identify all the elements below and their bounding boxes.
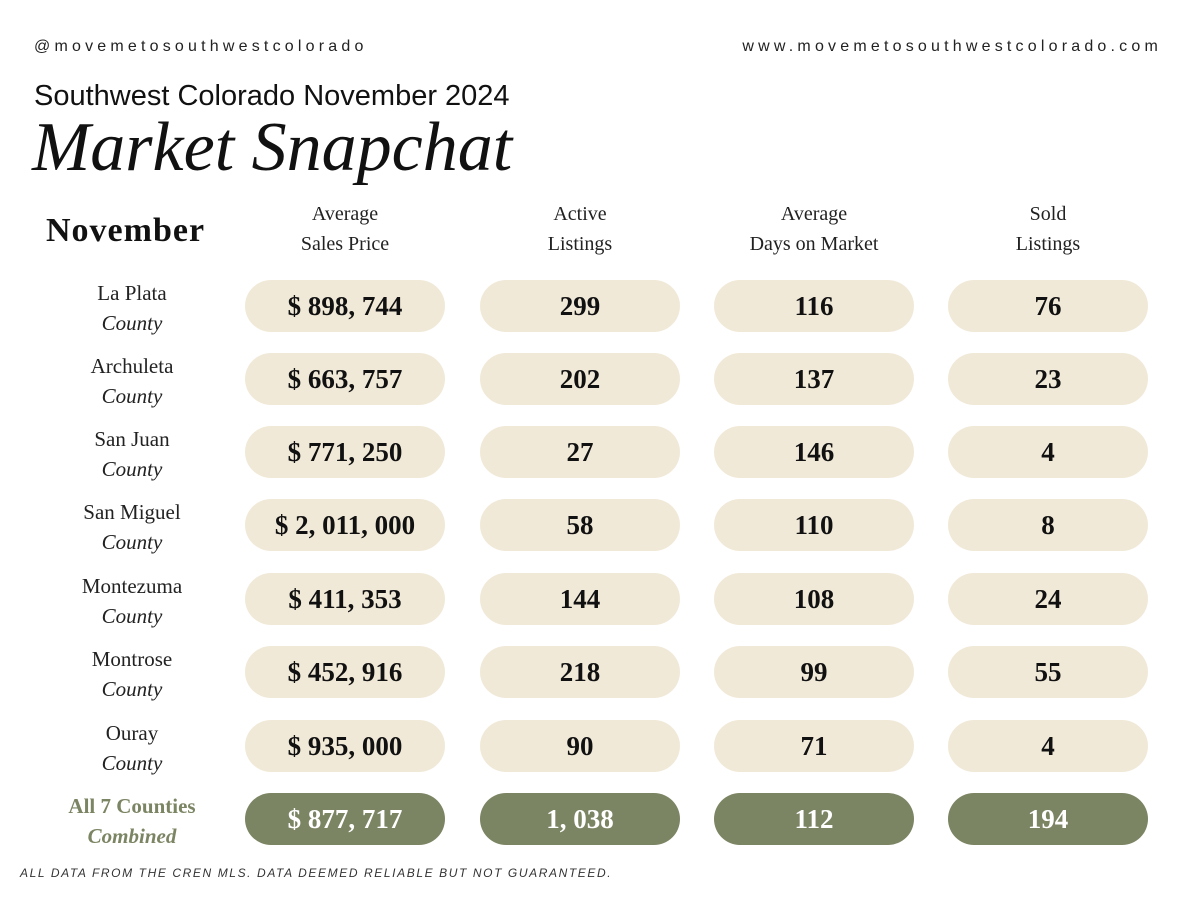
avg-price-value: $ 663, 757 [245,353,445,405]
avg-days-value: 137 [714,353,914,405]
active-listings-value: 58 [480,499,680,551]
active-listings-value: 202 [480,353,680,405]
total-sold-listings-value: 194 [948,793,1148,845]
active-listings-value: 144 [480,573,680,625]
column-header-avg-days: Average Days on Market [714,199,914,259]
county-name: Montrose [91,647,173,671]
sold-listings-value: 24 [948,573,1148,625]
county-suffix: County [101,530,163,554]
county-suffix: County [101,384,163,408]
county-name: Archuleta [90,354,174,378]
table-row: La Plata County $ 898, 744 299 116 76 [0,280,1200,335]
total-active-listings-value: 1, 038 [480,793,680,845]
sold-listings-value: 8 [948,499,1148,551]
table-row: San Miguel County $ 2, 011, 000 58 110 8 [0,499,1200,554]
avg-days-value: 146 [714,426,914,478]
avg-days-value: 110 [714,499,914,551]
avg-price-value: $ 935, 000 [245,720,445,772]
active-listings-value: 90 [480,720,680,772]
column-header-line: Sales Price [300,233,390,255]
active-listings-value: 27 [480,426,680,478]
total-avg-price-value: $ 877, 717 [245,793,445,845]
sold-listings-value: 76 [948,280,1148,332]
county-label: La Plata County [32,278,232,338]
avg-days-value: 71 [714,720,914,772]
column-header-active-listings: Active Listings [480,199,680,259]
column-header-sold-listings: Sold Listings [948,199,1148,259]
report-subtitle: Southwest Colorado November 2024 [34,80,510,112]
county-label: Montrose County [32,644,232,704]
total-label: All 7 Counties Combined [32,791,232,851]
avg-price-value: $ 411, 353 [245,573,445,625]
column-header-line: Listings [547,233,613,255]
county-label: Montezuma County [32,571,232,631]
county-name: San Juan [94,427,170,451]
avg-price-value: $ 771, 250 [245,426,445,478]
sold-listings-value: 4 [948,720,1148,772]
county-label: Archuleta County [32,351,232,411]
county-name: San Miguel [83,500,181,524]
avg-price-value: $ 452, 916 [245,646,445,698]
sold-listings-value: 23 [948,353,1148,405]
table-row: Ouray County $ 935, 000 90 71 4 [0,720,1200,775]
county-name: Ouray [105,721,159,745]
county-name: La Plata [97,281,167,305]
column-header-line: Listings [1015,233,1081,255]
column-header-avg-price: Average Sales Price [245,199,445,259]
avg-price-value: $ 898, 744 [245,280,445,332]
month-label: November [46,212,206,249]
county-label: Ouray County [32,718,232,778]
county-label: San Miguel County [32,497,232,557]
total-row: All 7 Counties Combined $ 877, 717 1, 03… [0,793,1200,848]
column-header-line: Average [780,203,848,225]
county-suffix: County [101,677,163,701]
avg-days-value: 116 [714,280,914,332]
table-row: Montezuma County $ 411, 353 144 108 24 [0,573,1200,628]
sold-listings-value: 55 [948,646,1148,698]
table-row: Montrose County $ 452, 916 218 99 55 [0,646,1200,701]
county-suffix: County [101,751,163,775]
county-suffix: County [101,457,163,481]
county-name: Montezuma [81,574,183,598]
social-handle: @movemetosouthwestcolorado [34,38,368,55]
table-row: Archuleta County $ 663, 757 202 137 23 [0,353,1200,408]
county-label: San Juan County [32,424,232,484]
website-url: www.movemetosouthwestcolorado.com [742,38,1162,55]
total-name: All 7 Counties [68,794,196,818]
avg-price-value: $ 2, 011, 000 [245,499,445,551]
avg-days-value: 108 [714,573,914,625]
total-avg-days-value: 112 [714,793,914,845]
avg-days-value: 99 [714,646,914,698]
active-listings-value: 218 [480,646,680,698]
report-title: Market Snapchat [32,109,513,186]
column-header-line: Average [311,203,379,225]
column-header-line: Active [553,203,607,225]
county-suffix: County [101,311,163,335]
data-disclaimer: ALL DATA FROM THE CREN MLS. DATA DEEMED … [20,866,613,880]
column-header-line: Days on Market [749,233,879,255]
county-suffix: County [101,604,163,628]
active-listings-value: 299 [480,280,680,332]
table-row: San Juan County $ 771, 250 27 146 4 [0,426,1200,481]
total-suffix: Combined [87,824,177,848]
column-header-line: Sold [1029,203,1067,225]
sold-listings-value: 4 [948,426,1148,478]
